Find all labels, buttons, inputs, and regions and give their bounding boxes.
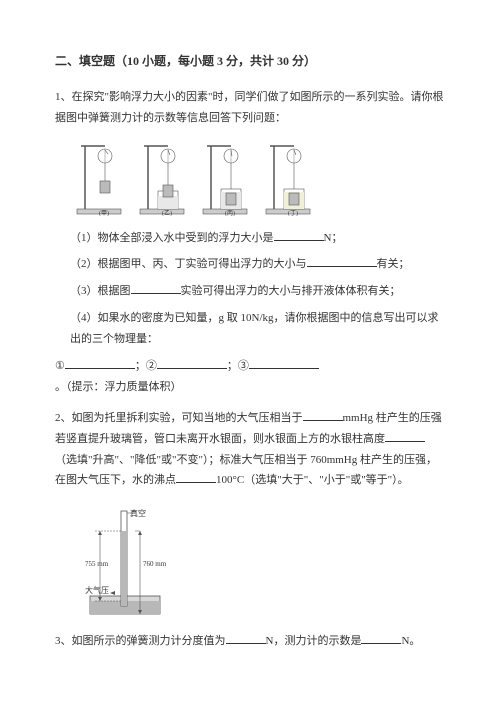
blank <box>274 228 324 241</box>
section-title: 二、填空题（10 小题，每小题 3 分，共计 30 分） <box>55 50 445 73</box>
q3-pre: 3、如图所示的弹簧测力计分度值为 <box>55 635 226 647</box>
q1-s4-pre: （4）如果水的密度为已知量，g 取 10N/kg，请你根据图中的信息写出可以求出… <box>70 312 439 345</box>
q3-suf: N。 <box>401 635 420 647</box>
blank <box>226 631 266 644</box>
apparatus-jia: (甲) <box>75 141 123 216</box>
blank <box>157 356 227 369</box>
question-1: 1、在探究"影响浮力大小的因素"时，同学们做了如图所示的一系列实验。请你根据图中… <box>55 87 445 398</box>
q1-s1-pre: （1）物体全部浸入水中受到的浮力大小是 <box>70 232 274 244</box>
blank <box>176 470 216 483</box>
blank <box>303 408 343 421</box>
svg-text:755 mm: 755 mm <box>85 560 109 568</box>
q1-sub3: （3）根据图 实验可得出浮力的大小与排开液体体积有关； <box>70 281 445 302</box>
q1-c2: ；② <box>135 360 157 372</box>
svg-text:760 mm: 760 mm <box>143 560 167 568</box>
blank <box>385 429 425 442</box>
apparatus-ding: (丁) <box>264 141 312 216</box>
blank <box>131 281 181 294</box>
q1-ctail: 。（提示：浮力质量体积） <box>55 381 182 393</box>
q1-stem: 1、在探究"影响浮力大小的因素"时，同学们做了如图所示的一系列实验。请你根据图中… <box>55 87 445 129</box>
blank <box>249 356 319 369</box>
q1-sub2: （2）根据图甲、丙、丁实验可得出浮力的大小与 有关； <box>70 254 445 275</box>
question-3: 3、如图所示的弹簧测力计分度值为 N，测力计的示数是 N。 <box>55 631 445 652</box>
apparatus-yi: (乙) <box>138 141 186 216</box>
q3-mid: N，测力计的示数是 <box>266 635 362 647</box>
svg-text:大气压: 大气压 <box>85 585 109 595</box>
q1-c3: ；③ <box>227 360 249 372</box>
question-2: 2、如图为托里拆利实验，可知当地的大气压相当于mmHg 柱产生的压强 若竖直提升… <box>55 408 445 622</box>
q1-s3-suf: 实验可得出浮力的大小与排开液体体积有关； <box>181 285 401 297</box>
apparatus-bing: (丙) <box>201 141 249 216</box>
q1-figure-row: (甲) (乙) <box>75 141 445 216</box>
blank <box>361 631 401 644</box>
blank <box>65 356 135 369</box>
q1-s1-suf: N； <box>324 232 343 244</box>
svg-text:(丙): (丙) <box>225 210 235 216</box>
q1-s2-suf: 有关； <box>377 258 410 270</box>
torricelli-figure: 真空 755 mm 760 mm 大气压 <box>85 501 175 621</box>
q1-s3-pre: （3）根据图 <box>70 285 131 297</box>
q1-choices: ① ；② ；③ 。（提示：浮力质量体积） <box>55 356 445 398</box>
q2-pre1: 2、如图为托里拆利实验，可知当地的大气压相当于 <box>55 412 303 424</box>
q2-mid3: 100°C（选填"大于"、"小于"或"等于"）。 <box>216 474 409 486</box>
svg-text:(乙): (乙) <box>162 210 172 216</box>
q1-s2-pre: （2）根据图甲、丙、丁实验可得出浮力的大小与 <box>70 258 307 270</box>
svg-text:(丁): (丁) <box>288 210 298 216</box>
label-jia: (甲) <box>99 210 109 216</box>
q1-c1: ① <box>55 360 65 372</box>
q1-sub1: （1）物体全部浸入水中受到的浮力大小是 N； <box>70 228 445 249</box>
blank <box>307 254 377 267</box>
q1-sub4: （4）如果水的密度为已知量，g 取 10N/kg，请你根据图中的信息写出可以求出… <box>70 308 445 350</box>
